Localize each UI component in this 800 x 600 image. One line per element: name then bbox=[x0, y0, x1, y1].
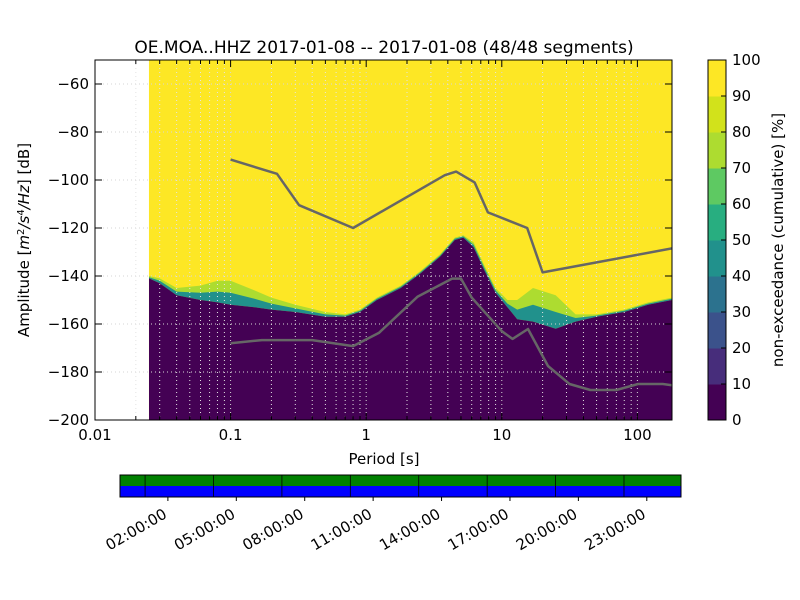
x-tick-label: 0.1 bbox=[219, 426, 243, 444]
colorbar-segment bbox=[708, 276, 726, 313]
colorbar-tick-label: 30 bbox=[732, 303, 751, 321]
x-tick-label: 1 bbox=[361, 426, 371, 444]
colorbar-segment bbox=[708, 312, 726, 349]
colorbar-segment bbox=[708, 132, 726, 169]
y-tick-label: −80 bbox=[57, 123, 89, 141]
plot-frame bbox=[94, 59, 673, 421]
colorbar-tick-label: 20 bbox=[732, 339, 751, 357]
timeline-tick-label: 20:00:00 bbox=[513, 505, 580, 554]
plot-area: 0.01 0.1 1 10 100 −60 −80 −100 −120 −140 −160 −180 −… bbox=[48, 59, 673, 444]
y-tick-label: −60 bbox=[57, 75, 89, 93]
colorbar-tick-label: 80 bbox=[732, 123, 751, 141]
noise-model-line-nlnm bbox=[230, 277, 672, 392]
timeline-tick-label: 11:00:00 bbox=[308, 505, 375, 554]
colorbar-segment bbox=[708, 168, 726, 205]
colorbar-tick-label: 70 bbox=[732, 159, 751, 177]
colorbar-tick-label: 50 bbox=[732, 231, 751, 249]
colorbar-tick-label: 40 bbox=[732, 267, 751, 285]
y-tick-label: −180 bbox=[48, 363, 89, 381]
x-axis-label: Period [s] bbox=[348, 450, 419, 468]
chart-title: OE.MOA..HHZ 2017-01-08 -- 2017-01-08 (48… bbox=[134, 38, 633, 58]
colorbar-tick-label: 10 bbox=[732, 375, 751, 393]
x-tick-label: 10 bbox=[492, 426, 511, 444]
y-axis-label: Amplitude [m2/s4/Hz] [dB] bbox=[15, 143, 33, 337]
colorbar-tick-label: 0 bbox=[732, 411, 742, 429]
timeline-bar-data-coverage bbox=[120, 475, 681, 486]
y-tick-label: −140 bbox=[48, 267, 89, 285]
timeline-frame bbox=[119, 474, 682, 498]
timeline-tick-label: 08:00:00 bbox=[239, 505, 306, 554]
colorbar-segment bbox=[708, 96, 726, 133]
timeline-bar-psd-segments-used bbox=[120, 486, 681, 497]
timeline-tick-label: 14:00:00 bbox=[376, 505, 443, 554]
colorbar-tick-label: 100 bbox=[732, 51, 761, 69]
y-tick-label: −120 bbox=[48, 219, 89, 237]
noise-model-line-nhnm bbox=[230, 158, 672, 274]
y-tick-label: −160 bbox=[48, 315, 89, 333]
psd-low-region bbox=[149, 237, 672, 420]
colorbar-segment bbox=[708, 60, 726, 97]
y-tick-label: −100 bbox=[48, 171, 89, 189]
y-tick-label: −200 bbox=[48, 411, 89, 429]
x-tick-label: 100 bbox=[623, 426, 652, 444]
timeline-tick-label: 05:00:00 bbox=[171, 505, 238, 554]
colorbar-segment bbox=[708, 240, 726, 277]
x-tick-label: 0.01 bbox=[78, 426, 111, 444]
timeline-tick-label: 02:00:00 bbox=[103, 505, 170, 554]
colorbar-segment bbox=[708, 348, 726, 385]
colorbar-segment bbox=[708, 204, 726, 241]
colorbar: 0 10 20 30 40 50 60 70 80 90 100 bbox=[707, 51, 761, 429]
timeline-tick-label: 17:00:00 bbox=[445, 505, 512, 554]
colorbar-tick-label: 60 bbox=[732, 195, 751, 213]
colorbar-segment bbox=[708, 384, 726, 421]
psd-transition-band-inner bbox=[149, 236, 672, 329]
colorbar-tick-label: 90 bbox=[732, 87, 751, 105]
colorbar-label: non-exceedance (cumulative) [%] bbox=[769, 113, 787, 367]
data-coverage-timeline: 02:00:00 05:00:00 08:00:00 11:00:00 14:00:00… bbox=[103, 474, 682, 554]
timeline-tick-label: 23:00:00 bbox=[581, 505, 648, 554]
